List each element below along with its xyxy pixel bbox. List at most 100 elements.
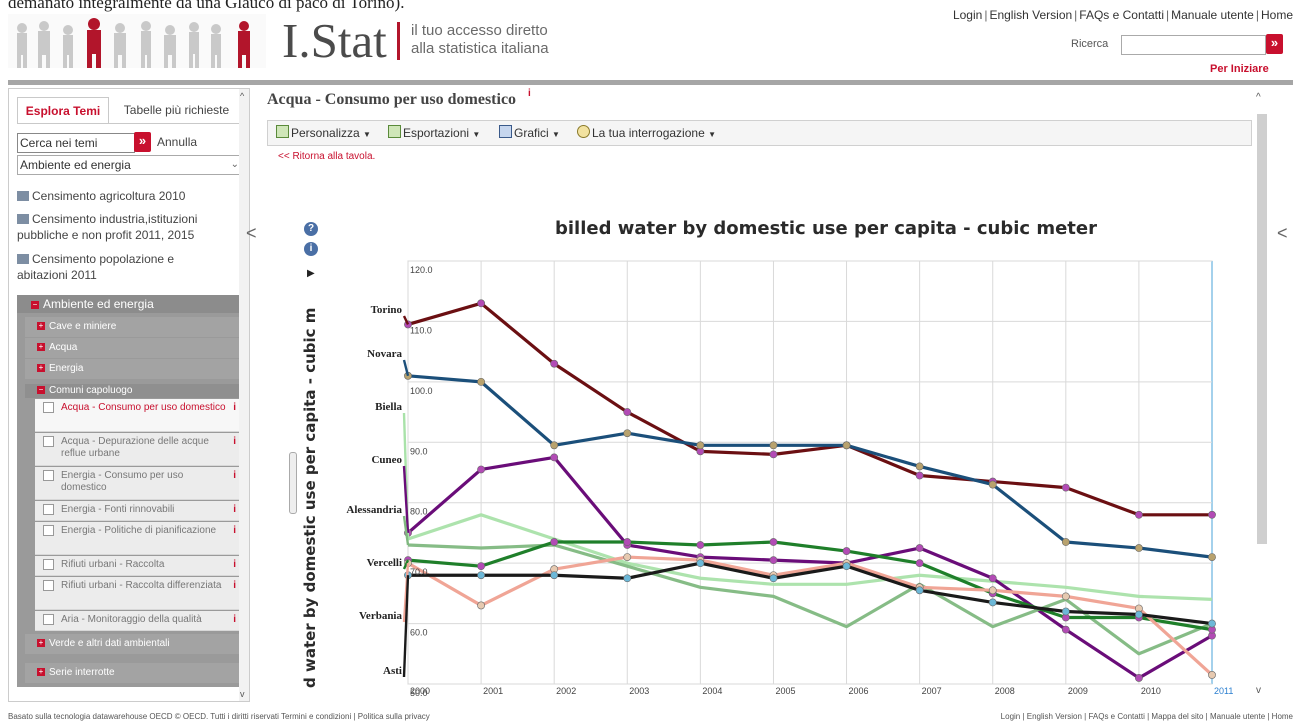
chart-labels: 2000 2001 2002 2003 2004 2005 2006 2007 2008 2009… — [346, 265, 1233, 698]
toolbar-esportazioni[interactable]: Esportazioni ▼ — [388, 125, 480, 140]
user-icon — [577, 125, 590, 138]
data-point — [769, 556, 778, 565]
data-point — [842, 441, 851, 450]
series-line — [406, 455, 1213, 680]
data-point — [477, 299, 485, 308]
chart-splitter-handle[interactable] — [289, 452, 297, 514]
toolbar-grafici[interactable]: Grafici ▼ — [499, 125, 560, 140]
x-tick-label: 2009 — [1068, 686, 1088, 696]
toolbar-interrogazione[interactable]: La tua interrogazione ▼ — [577, 125, 716, 140]
series-label: Biella — [375, 401, 402, 413]
info-icon[interactable]: i — [304, 242, 318, 256]
series-leader-line — [402, 563, 410, 623]
search-input[interactable] — [1121, 35, 1266, 55]
x-tick-label: 2000 — [410, 686, 430, 696]
leaf-energia-consumo[interactable]: Energia - Consumo per uso domestico i — [35, 467, 240, 500]
search-go-button[interactable]: » — [1266, 34, 1283, 54]
data-point — [915, 559, 924, 568]
tree-group[interactable]: + Verde e altri dati ambientali — [25, 634, 240, 654]
data-point — [696, 559, 705, 568]
info-icon[interactable]: i — [233, 559, 236, 570]
minus-icon: − — [31, 299, 39, 309]
toolbar-personalizza[interactable]: Personalizza ▼ — [276, 125, 371, 140]
checkbox-icon — [43, 470, 54, 481]
series-leader-line — [402, 359, 410, 377]
info-icon[interactable]: i — [233, 504, 236, 515]
database-icon — [17, 254, 29, 264]
scrollbar-thumb[interactable] — [1257, 114, 1267, 544]
theme-select-value: Ambiente ed energia — [20, 158, 131, 172]
info-icon[interactable]: i — [233, 525, 236, 536]
series-label: Verbania — [359, 610, 402, 622]
theme-item[interactable]: Censimento agricoltura 2010 — [17, 188, 185, 204]
chart-icon — [499, 125, 512, 138]
scroll-down-icon[interactable]: v — [1256, 685, 1261, 696]
data-point — [1061, 625, 1070, 634]
title-info-icon[interactable]: i — [528, 88, 531, 99]
istat-logo[interactable]: I.Stat — [282, 13, 387, 68]
top-link-manuale[interactable]: Manuale utente — [1171, 8, 1254, 22]
data-point — [1135, 544, 1143, 552]
info-icon[interactable]: i — [233, 402, 236, 413]
data-point — [1208, 671, 1216, 679]
theme-select[interactable]: Ambiente ed energia ⌄ — [17, 155, 244, 175]
leaf-energia-fonti[interactable]: Energia - Fonti rinnovabili i — [35, 501, 240, 521]
theme-item[interactable]: Censimento industria,istituzioni pubblic… — [17, 211, 227, 243]
x-tick-label: 2006 — [849, 686, 869, 696]
series-line — [407, 301, 1212, 517]
series-leader-line — [402, 575, 410, 678]
leaf-rifiuti-raccolta[interactable]: Rifiuti urbani - Raccolta i — [35, 556, 240, 576]
plus-icon: + — [37, 638, 45, 648]
tree-group[interactable]: + Acqua — [25, 338, 240, 358]
theme-item[interactable]: Censimento popolazione e abitazioni 2011 — [17, 251, 227, 283]
data-point — [623, 553, 632, 561]
scroll-up-icon[interactable]: ^ — [1256, 92, 1261, 103]
collapse-left-icon[interactable]: < — [246, 223, 257, 243]
leaf-energia-politiche[interactable]: Energia - Politiche di pianificazione i — [35, 522, 240, 555]
play-icon[interactable]: ▶ — [307, 268, 315, 279]
leaf-acqua-depurazione[interactable]: Acqua - Depurazione delle acque reflue u… — [35, 433, 240, 466]
tree-subgroup[interactable]: − Comuni capoluogo — [25, 384, 240, 398]
theme-search-go-button[interactable]: » — [134, 132, 151, 152]
y-tick-label: 90.0 — [410, 446, 428, 456]
help-icon[interactable]: ? — [304, 222, 318, 236]
info-icon[interactable]: i — [233, 580, 236, 591]
leaf-aria-monitoraggio[interactable]: Aria - Monitoraggio della qualità i — [35, 611, 240, 631]
dropdown-arrow-icon: ▼ — [552, 130, 560, 139]
scroll-down-icon[interactable]: v — [240, 689, 245, 699]
footer-right: Login | English Version | FAQs e Contatt… — [1000, 712, 1293, 721]
theme-search-input[interactable]: Cerca nei temi — [17, 133, 135, 153]
theme-tree: − Ambiente ed energia + Cave e miniere + Ac… — [17, 295, 240, 687]
data-point — [550, 453, 559, 462]
top-link-english[interactable]: English Version — [989, 8, 1073, 22]
tree-group[interactable]: + Cave e miniere — [25, 317, 240, 337]
scroll-up-icon[interactable]: ^ — [240, 91, 245, 101]
info-icon[interactable]: i — [233, 470, 236, 481]
tree-group[interactable]: + Energia — [25, 359, 240, 379]
annulla-button[interactable]: Annulla — [157, 135, 198, 149]
main-scrollbar[interactable]: ^ v — [1255, 88, 1269, 698]
per-iniziare-link[interactable]: Per Iniziare — [1210, 63, 1269, 75]
tree-head[interactable]: − Ambiente ed energia — [17, 295, 240, 313]
leaf-rifiuti-differenziata[interactable]: Rifiuti urbani - Raccolta differenziata i — [35, 577, 240, 610]
top-link-login[interactable]: Login — [952, 8, 983, 22]
back-to-table-link[interactable]: << Ritorna alla tavola. — [278, 151, 376, 162]
customize-icon — [276, 125, 289, 138]
data-point — [842, 562, 851, 571]
tab-esplora-temi[interactable]: Esplora Temi — [17, 97, 109, 124]
series-line — [407, 374, 1213, 559]
data-point — [477, 562, 485, 571]
minus-icon: − — [37, 385, 45, 395]
tree-group[interactable]: + Serie interrotte — [25, 663, 240, 683]
leaf-acqua-consumo[interactable]: Acqua - Consumo per uso domestico i — [35, 399, 240, 432]
tab-tabelle-richieste[interactable]: Tabelle più richieste — [123, 103, 230, 117]
collapse-right-icon[interactable]: < — [1277, 223, 1288, 243]
plus-icon: + — [37, 342, 45, 352]
info-icon[interactable]: i — [233, 436, 236, 447]
info-icon[interactable]: i — [233, 614, 236, 625]
data-point — [988, 574, 997, 583]
left-panel-scrollbar[interactable]: ^ v — [239, 89, 249, 701]
top-link-faqs[interactable]: FAQs e Contatti — [1079, 8, 1164, 22]
top-link-home[interactable]: Home — [1260, 8, 1293, 22]
data-point — [915, 544, 924, 552]
